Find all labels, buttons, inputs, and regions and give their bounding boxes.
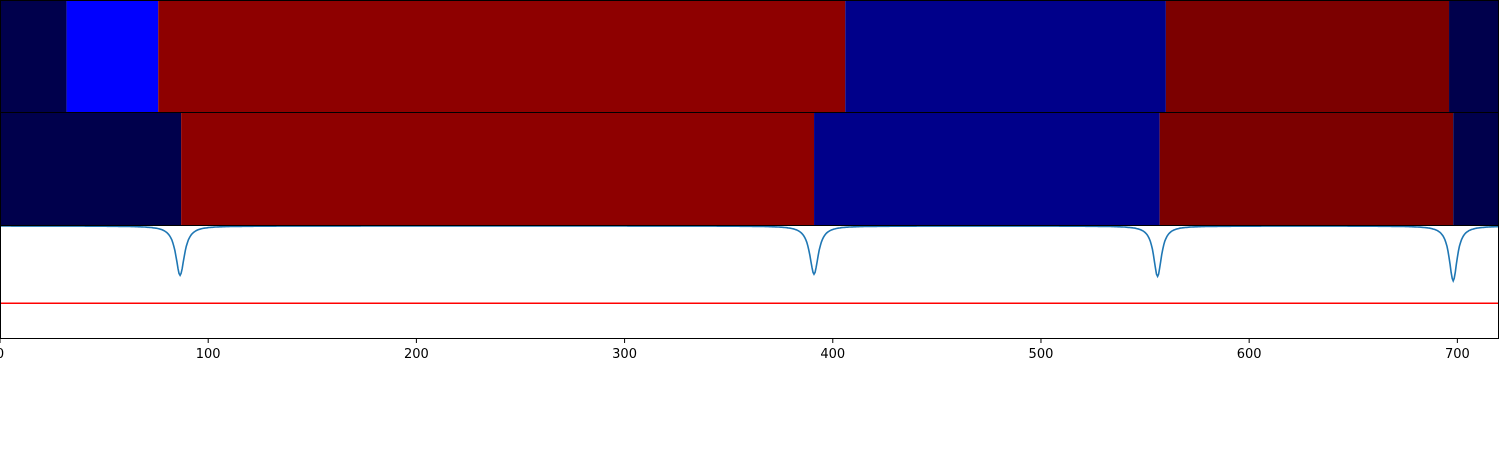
heatmap-strip-middle [0,112,1499,226]
heatmap-segment-2-4 [1159,113,1454,225]
heatmap-segment-2-1 [0,113,182,225]
heatmap-segment-2-2 [181,113,815,225]
heatmap-strip-top [0,0,1499,113]
heatmap-segment-1-1 [0,1,67,112]
x-tick-label-200: 200 [404,347,429,362]
heatmap-segment-1-2 [66,1,159,112]
x-tick-label-300: 300 [612,347,637,362]
x-tick-label-0: 0 [0,347,4,362]
heatmap-segment-1-4 [845,1,1166,112]
line-panel-frame [0,225,1499,339]
heatmap-segment-1-5 [1165,1,1450,112]
heatmap-segment-1-3 [158,1,846,112]
heatmap-segment-2-5 [1453,113,1499,225]
heatmap-segment-1-6 [1449,1,1499,112]
line-chart-panel [0,225,1499,339]
x-tick-label-500: 500 [1029,347,1054,362]
x-tick-label-100: 100 [196,347,221,362]
x-tick-label-600: 600 [1237,347,1262,362]
series-line-1 [0,225,1499,284]
heatmap-segment-2-3 [814,113,1160,225]
x-tick-label-700: 700 [1445,347,1470,362]
x-tick-label-400: 400 [820,347,845,362]
x-axis: 0 100 200 300 400 500 600 700 [0,338,1470,362]
